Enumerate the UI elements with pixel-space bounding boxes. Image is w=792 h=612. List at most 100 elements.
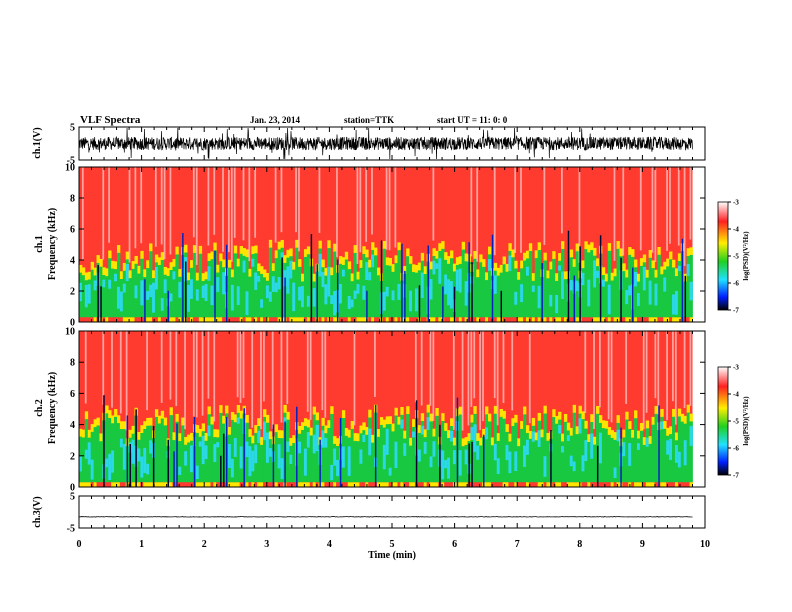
ch1-spectrogram-mid-band <box>137 265 141 275</box>
ch2-spectrogram-pale-streak <box>201 331 204 416</box>
ch2-spectrogram-cyan-patch <box>143 447 147 473</box>
ch1-spectrogram-mid-band <box>505 263 509 273</box>
ch1-spectrogram-low-band <box>677 261 682 318</box>
ch1-spectrogram-mid-band <box>414 264 419 274</box>
ch1-spectrogram-bottom-band <box>245 317 249 322</box>
ch1-spectrogram-bottom-band <box>344 317 349 322</box>
ch2-spectrogram-bottom-band <box>575 482 579 487</box>
ch1-spectrogram-bottom-band <box>265 317 270 322</box>
ch2-spectrogram-cyan-patch <box>236 417 241 424</box>
ch1-spectrogram-low-band <box>508 250 512 318</box>
ch1-spectrogram-pale-streak <box>365 167 368 242</box>
ch1-spectrogram-mid-band <box>239 246 243 255</box>
ch1-spectrogram-cyan-patch <box>596 270 600 278</box>
ch2-spectrogram-cyan-patch <box>207 425 211 437</box>
ch2-spectrogram-bottom-band <box>450 482 454 487</box>
ch2-spectrogram-bottom-band <box>400 482 404 487</box>
ch2-spectrogram-mid-band <box>181 417 185 426</box>
ch1-spectrogram-low-band <box>227 267 232 318</box>
ch2-spectrogram-low-band <box>420 421 425 483</box>
ch2-spectrogram-mid-band <box>555 415 559 425</box>
ch2-spectrogram-low-band <box>169 415 173 483</box>
ch2-spectrogram-cyan-patch <box>441 450 445 480</box>
ch1-spectrogram-low-band <box>686 256 690 318</box>
ch2-spectrogram-cyan-patch <box>531 431 536 442</box>
ch2-spectrogram-cyan-patch <box>666 440 670 455</box>
ch2-spectrogram-bottom-band <box>207 482 211 487</box>
ch1-spectrogram-bottom-band <box>374 317 378 322</box>
ch2-spectrogram-low-band <box>677 416 682 483</box>
time-axis-tick-label: 2 <box>202 539 207 550</box>
ch1-spectrogram-dark-gap <box>281 257 283 322</box>
ch2-spectrogram-low-band <box>236 412 241 483</box>
ch2-spectrogram-low-band <box>93 427 97 483</box>
ch2-spectrogram-mid-band <box>315 412 319 421</box>
ch2-spectrogram-cyan-patch <box>178 466 182 476</box>
ch2-spectrogram-bottom-band <box>324 482 328 487</box>
ch2-spectrogram-bottom-band <box>298 482 302 487</box>
ch1-spectrogram-bottom-band <box>347 317 352 322</box>
ch2-spectrogram-mid-band <box>537 412 541 422</box>
ch1-spectrogram-cyan-patch <box>382 291 387 311</box>
ch1-spectrogram-mid-band <box>283 255 287 264</box>
ch1-spectrogram-low-band <box>219 261 223 318</box>
ch1-spectrogram-mid-band <box>324 267 328 277</box>
ch1-spectrogram-mid-band <box>286 249 290 259</box>
ch1-spectrogram-cyan-patch <box>628 285 632 296</box>
ch2-spectrogram-bottom-band <box>552 482 556 487</box>
ch1-spectrogram-mid-band <box>374 247 378 256</box>
ch1-spectrogram-mid-band <box>312 273 317 283</box>
ch2-spectrogram-low-band <box>90 431 95 483</box>
ch1-spectrogram-low-band <box>528 250 533 318</box>
ch2-spectrogram-mid-band <box>432 428 436 438</box>
ch2-spectrogram-cyan-patch <box>216 441 220 448</box>
ch1-colorbar-tick-label: -3 <box>733 199 739 207</box>
ch2-spectrogram-mid-band <box>601 420 606 429</box>
ch1-spectrogram-mid-band <box>222 259 226 268</box>
ch2-spectrogram-low-band <box>572 412 577 483</box>
ch2-spectrogram-cyan-patch <box>450 430 454 442</box>
ch1-spectrogram-low-band <box>359 267 363 318</box>
ch1-spectrogram-mid-band <box>537 242 541 251</box>
ch2-spectrogram-bottom-band <box>523 482 527 487</box>
ch1-spectrogram-cyan-patch <box>549 294 553 307</box>
ch1-spectrogram-mid-band <box>216 264 220 274</box>
ch1-spectrogram-bottom-band <box>517 317 521 322</box>
ch2-spectrogram-mid-band <box>265 414 270 424</box>
ch2-spectrogram-mid-band <box>613 432 617 441</box>
ch1-spectrogram-bottom-band <box>134 317 138 322</box>
ch1-spectrogram-pale-streak <box>134 167 137 249</box>
ch1-spectrogram-cyan-patch <box>362 285 366 300</box>
ch2-spectrogram-mid-band <box>379 417 384 426</box>
ch2-spectrogram-bottom-band <box>371 482 375 487</box>
ch2-spectrogram-mid-band <box>172 432 176 441</box>
ch2-spectrogram-bottom-band <box>601 482 606 487</box>
ch2-spectrogram-bottom-band <box>473 482 477 487</box>
ch2-spectrogram-bottom-band <box>417 482 422 487</box>
ch2-spectrogram-mid-band <box>485 406 489 415</box>
ch1-spectrogram-mid-band <box>482 259 486 268</box>
ch2-spectrogram-bottom-band <box>499 482 503 487</box>
ch2-spectrogram-mid-band <box>236 404 241 414</box>
ch1-spectrogram-cyan-patch <box>581 272 585 286</box>
ch2-spectrogram-bottom-band <box>514 482 518 487</box>
ch2-spectrogram-mid-band <box>400 407 404 416</box>
ch2-spectrogram-bottom-band <box>531 482 536 487</box>
ch1-spectrogram-cyan-patch <box>672 294 676 315</box>
ch2-spectrogram-mid-band <box>81 429 86 438</box>
ch2-spectrogram-bottom-band <box>163 482 168 487</box>
ch2-spectrogram-pale-streak <box>479 331 481 430</box>
ch1-spectrogram-cyan-patch <box>149 284 153 298</box>
ch2-spectrogram-bottom-band <box>143 482 147 487</box>
ch2-spectrogram-mid-band <box>222 415 226 425</box>
ch1-spectrogram-bottom-band <box>263 317 267 322</box>
ch2-spectrogram-cyan-patch <box>464 449 468 465</box>
ch1-spectrogram-bottom-band <box>435 317 439 322</box>
ch2-spectrogram-low-band <box>260 444 264 483</box>
ch1-spectrogram-cyan-patch <box>455 269 460 291</box>
ch2-spectrogram-cyan-patch <box>584 440 588 462</box>
ch1-spectrogram-cyan-patch <box>350 299 355 308</box>
ch2-spectrogram-low-band <box>578 413 582 483</box>
ch1-spectrogram-cyan-patch <box>222 272 226 295</box>
ch2-spectrogram-mid-band <box>540 429 544 438</box>
